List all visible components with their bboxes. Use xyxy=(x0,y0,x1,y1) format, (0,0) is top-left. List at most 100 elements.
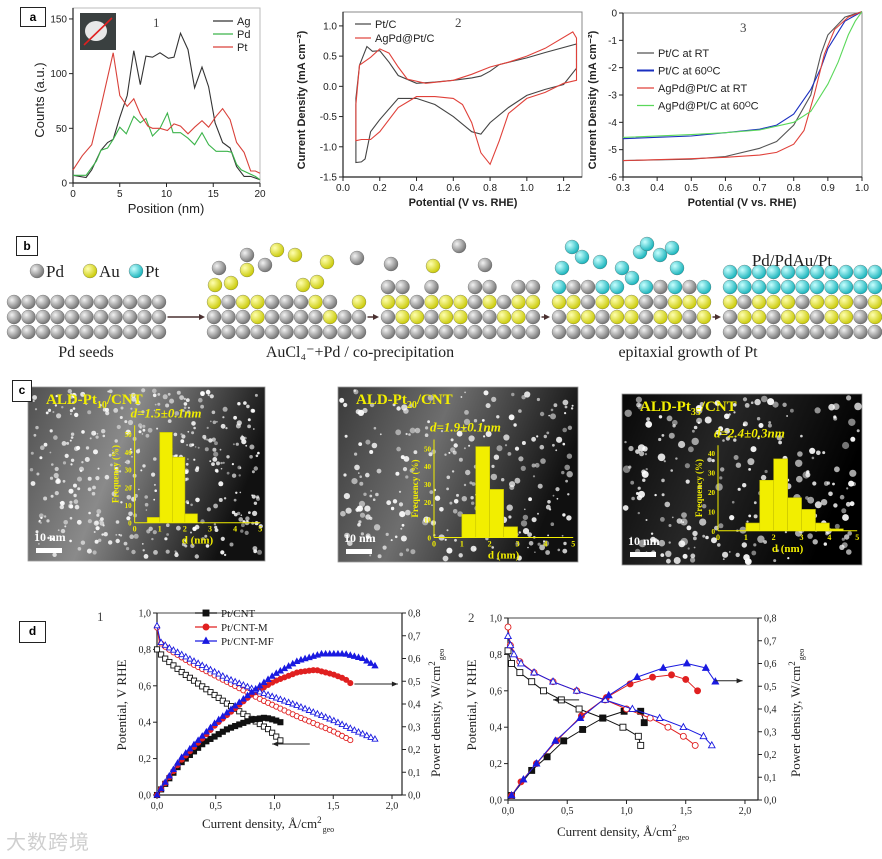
nanoparticle xyxy=(140,469,143,472)
au-atom xyxy=(287,247,303,263)
nanoparticle xyxy=(347,540,353,546)
au-atom xyxy=(766,294,781,310)
pd-atom xyxy=(467,279,483,295)
nanoparticle xyxy=(54,466,59,472)
triangle-marker xyxy=(628,704,637,712)
y-tick-label: 0,6 xyxy=(139,681,152,692)
stage-label-epitaxial-growth: epitaxial growth of Pt xyxy=(618,344,758,361)
nanoparticle xyxy=(101,533,104,536)
nanoparticle xyxy=(249,444,255,450)
tem-title-end: /CNT xyxy=(700,399,737,415)
nanoparticle xyxy=(218,498,223,502)
pd-atom xyxy=(551,324,567,340)
au-atom xyxy=(838,294,854,310)
nanoparticle xyxy=(463,447,466,450)
au-atom xyxy=(511,294,526,310)
nanoparticle xyxy=(750,401,754,405)
nanoparticle xyxy=(225,427,228,430)
nanoparticle xyxy=(536,435,539,438)
nanoparticle xyxy=(220,423,226,429)
nanoparticle xyxy=(522,514,529,521)
nanoparticle xyxy=(540,458,546,464)
triangle-marker xyxy=(256,681,264,689)
nanoparticle xyxy=(97,467,100,470)
nanoparticle xyxy=(711,459,715,463)
pd-atom xyxy=(235,309,251,325)
pd-atom xyxy=(383,256,399,272)
stage-3 xyxy=(380,238,541,340)
y-tick-label: 0,6 xyxy=(490,686,503,697)
nanoparticle xyxy=(151,472,156,477)
square-marker xyxy=(162,655,169,662)
nanoparticle xyxy=(458,457,463,462)
nanoparticle xyxy=(534,551,536,553)
nanoparticle xyxy=(343,473,347,477)
circle-marker xyxy=(668,671,675,679)
nanoparticle xyxy=(154,403,157,406)
nanoparticle xyxy=(244,530,249,536)
pt-atom xyxy=(638,279,654,295)
au-atom xyxy=(309,274,325,290)
au-atom xyxy=(696,309,712,325)
nanoparticle xyxy=(131,396,137,402)
nanoparticle xyxy=(223,553,227,557)
nanoparticle xyxy=(208,438,213,443)
nanoparticle xyxy=(94,520,99,525)
nanoparticle xyxy=(400,527,403,530)
nanoparticle xyxy=(457,511,463,517)
square-marker xyxy=(269,729,276,736)
nanoparticle xyxy=(800,434,803,438)
nanoparticle xyxy=(545,504,551,510)
nanoparticle xyxy=(379,433,382,436)
x-tick-label: 10 xyxy=(161,189,173,200)
y2-tick-label: 0,0 xyxy=(408,791,421,802)
nanoparticle xyxy=(369,494,373,498)
nanoparticle xyxy=(385,532,389,537)
nanoparticle xyxy=(43,442,48,447)
nanoparticle xyxy=(176,525,181,531)
nanoparticle xyxy=(390,506,395,511)
tem-title-sub: 35 xyxy=(691,407,701,418)
nanoparticle xyxy=(84,457,90,462)
diagram-legend-label: Au xyxy=(99,262,120,281)
nanoparticle xyxy=(408,433,411,436)
pd-atom xyxy=(482,309,497,325)
nanoparticle xyxy=(52,552,57,557)
nanoparticle xyxy=(507,452,512,456)
nanoparticle xyxy=(197,446,200,449)
nanoparticle xyxy=(547,500,551,504)
pd-atom xyxy=(93,309,109,325)
pd-atom xyxy=(257,257,273,273)
nanoparticle xyxy=(672,419,678,426)
nanoparticle xyxy=(802,471,810,479)
x-axis-label: Position (nm) xyxy=(128,201,205,216)
nanoparticle xyxy=(153,483,156,486)
legend-item: Ag xyxy=(213,16,250,28)
nanoparticle xyxy=(108,389,113,394)
nanoparticle xyxy=(354,464,360,471)
process-arrow-head xyxy=(373,314,379,320)
au-atom xyxy=(696,294,712,310)
nanoparticle xyxy=(663,460,666,463)
pd-atom xyxy=(737,294,752,310)
nanoparticle xyxy=(152,530,157,535)
arrow-head xyxy=(272,741,279,747)
nanoparticle xyxy=(70,458,75,462)
pd-atom xyxy=(395,279,410,295)
nanoparticle xyxy=(518,409,522,413)
nanoparticle xyxy=(768,421,772,424)
series-line-0 xyxy=(507,650,642,746)
y2-axis-label-sub: geo xyxy=(797,649,806,661)
nanoparticle xyxy=(87,487,92,492)
nanoparticle xyxy=(369,450,374,454)
y-axis-label: Current Density (mA cm⁻²) xyxy=(587,30,599,169)
triangle-marker xyxy=(326,714,334,722)
arrow-head xyxy=(553,697,560,703)
legend-item: AgPd@Pt/C at RT xyxy=(637,83,748,95)
tem-title: ALD-Pt35/CNT xyxy=(640,399,737,418)
au-atom xyxy=(395,294,410,310)
nanoparticle xyxy=(520,520,528,527)
nanoparticle xyxy=(511,392,515,397)
size-annotation: d=1.5±0.1nm xyxy=(131,405,202,420)
nanoparticle xyxy=(234,512,238,517)
